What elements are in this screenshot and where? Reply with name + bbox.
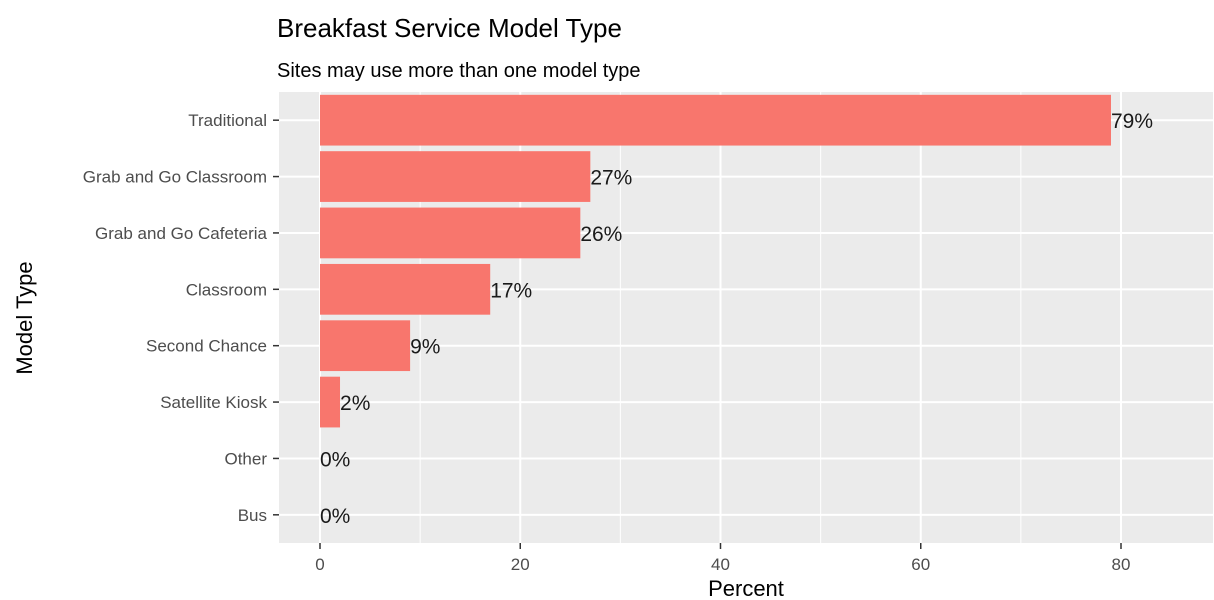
chart-subtitle: Sites may use more than one model type [277, 60, 641, 82]
x-tick-label: 40 [711, 555, 730, 574]
y-tick-label: Other [224, 449, 267, 468]
x-axis: 0 20 40 60 80 [315, 543, 1130, 574]
x-tick-label: 60 [911, 555, 930, 574]
y-tick-label: Grab and Go Cafeteria [95, 224, 268, 243]
data-label: 0% [320, 448, 350, 471]
x-tick-label: 0 [315, 555, 324, 574]
data-label: 79% [1111, 110, 1153, 133]
y-tick-label: Satellite Kiosk [160, 393, 267, 412]
data-labels: 79% 27% 26% 17% 9% 2% 0% 0% [320, 110, 1153, 528]
data-label: 2% [340, 392, 370, 415]
x-axis-title: Percent [708, 576, 784, 600]
data-label: 0% [320, 505, 350, 528]
bar [320, 94, 1111, 146]
x-tick-label: 80 [1112, 555, 1131, 574]
bars [320, 94, 1111, 428]
bar [320, 320, 411, 372]
data-label: 26% [580, 223, 622, 246]
bar [320, 376, 341, 428]
bar [320, 263, 491, 315]
y-tick-label: Classroom [186, 280, 267, 299]
y-axis: Traditional Grab and Go Classroom Grab and… [83, 111, 279, 525]
y-tick-label: Traditional [188, 111, 267, 130]
bar [320, 151, 591, 202]
y-axis-title: Model Type [12, 261, 37, 374]
y-tick-label: Second Chance [146, 337, 267, 356]
y-tick-label: Grab and Go Classroom [83, 168, 267, 187]
x-tick-label: 20 [511, 555, 530, 574]
data-label: 9% [410, 336, 440, 359]
y-tick-label: Bus [238, 506, 267, 525]
bar [320, 207, 581, 259]
chart-title: Breakfast Service Model Type [277, 13, 622, 43]
data-label: 17% [490, 279, 532, 302]
data-label: 27% [590, 167, 632, 190]
